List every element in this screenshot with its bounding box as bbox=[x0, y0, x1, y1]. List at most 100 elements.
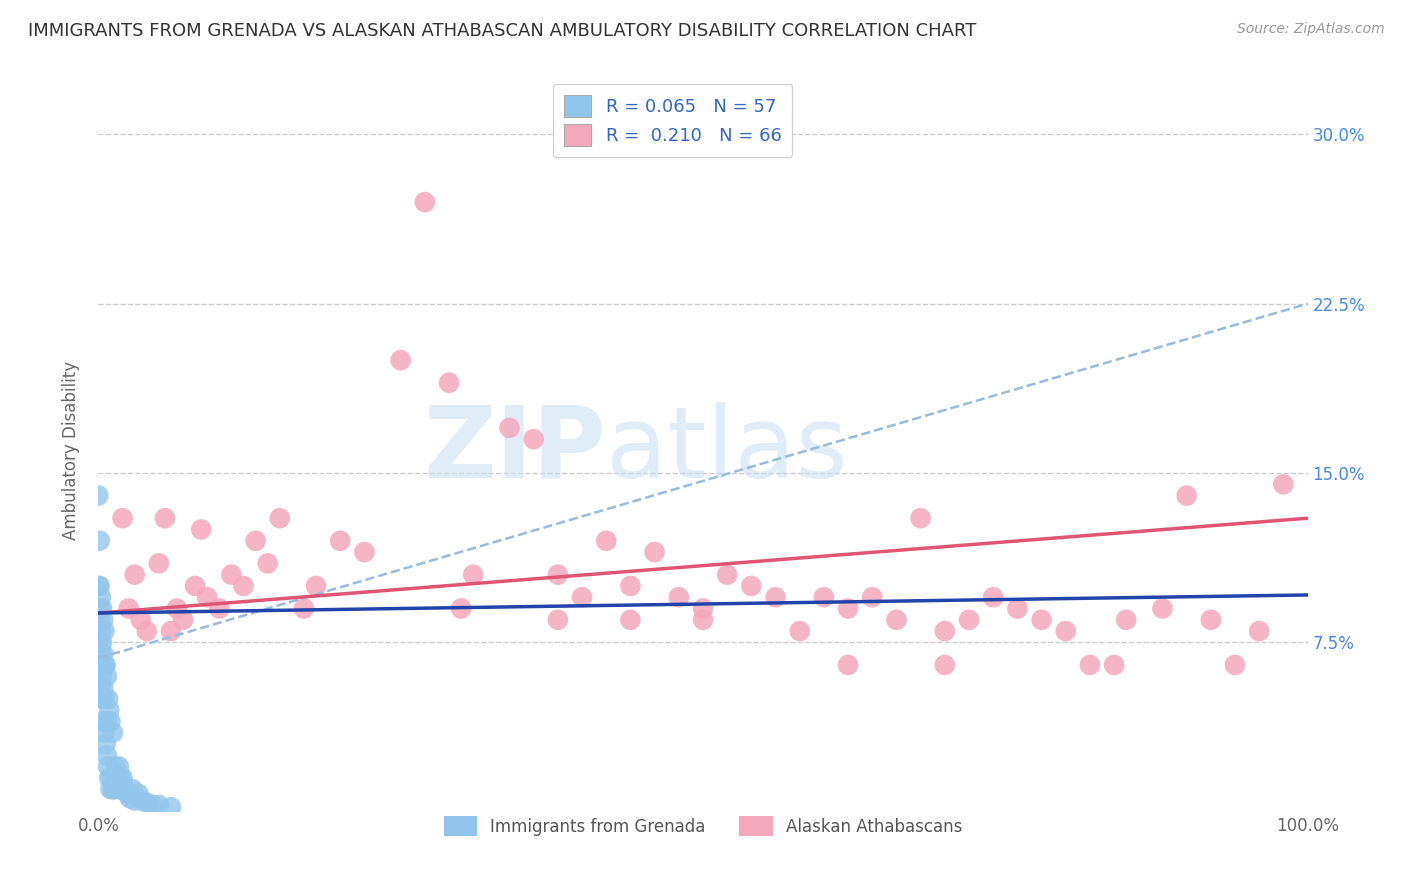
Point bbox=[100, 771, 122, 785]
Point bbox=[87, 489, 110, 503]
Point bbox=[90, 681, 112, 695]
Point bbox=[96, 748, 118, 763]
Point bbox=[121, 782, 143, 797]
Text: ZIP: ZIP bbox=[423, 402, 606, 499]
Point bbox=[98, 703, 121, 717]
Text: Source: ZipAtlas.com: Source: ZipAtlas.com bbox=[1237, 22, 1385, 37]
Point bbox=[101, 725, 124, 739]
Point bbox=[148, 557, 170, 571]
Point bbox=[97, 691, 120, 706]
Text: IMMIGRANTS FROM GRENADA VS ALASKAN ATHABASCAN AMBULATORY DISABILITY CORRELATION : IMMIGRANTS FROM GRENADA VS ALASKAN ATHAB… bbox=[28, 22, 977, 40]
Point bbox=[118, 791, 141, 805]
Point bbox=[1078, 657, 1101, 672]
Point bbox=[91, 691, 114, 706]
Point bbox=[94, 737, 117, 751]
Point bbox=[1115, 613, 1137, 627]
Point bbox=[547, 613, 569, 627]
Point bbox=[124, 567, 146, 582]
Point bbox=[934, 624, 956, 639]
Point bbox=[957, 613, 980, 627]
Point bbox=[100, 782, 122, 797]
Y-axis label: Ambulatory Disability: Ambulatory Disability bbox=[62, 361, 80, 540]
Point bbox=[89, 579, 111, 593]
Point bbox=[91, 714, 114, 729]
Point bbox=[523, 432, 546, 446]
Point bbox=[910, 511, 932, 525]
Point bbox=[389, 353, 412, 368]
Point bbox=[644, 545, 666, 559]
Point bbox=[107, 782, 129, 797]
Point bbox=[97, 759, 120, 773]
Point bbox=[91, 601, 114, 615]
Point bbox=[292, 601, 315, 615]
Point bbox=[104, 759, 127, 773]
Point bbox=[118, 601, 141, 615]
Point bbox=[208, 601, 231, 615]
Point bbox=[184, 579, 207, 593]
Point bbox=[934, 657, 956, 672]
Point bbox=[1175, 489, 1198, 503]
Point bbox=[91, 613, 114, 627]
Point bbox=[437, 376, 460, 390]
Point bbox=[89, 601, 111, 615]
Point bbox=[463, 567, 485, 582]
Point bbox=[413, 195, 436, 210]
Point bbox=[837, 601, 859, 615]
Point bbox=[91, 635, 114, 649]
Point bbox=[837, 657, 859, 672]
Point bbox=[1272, 477, 1295, 491]
Point bbox=[148, 797, 170, 812]
Point bbox=[153, 511, 176, 525]
Point bbox=[89, 613, 111, 627]
Point bbox=[740, 579, 762, 593]
Point bbox=[160, 800, 183, 814]
Point bbox=[692, 601, 714, 615]
Point bbox=[1249, 624, 1271, 639]
Point bbox=[716, 567, 738, 582]
Point bbox=[1223, 657, 1246, 672]
Point bbox=[108, 771, 131, 785]
Point bbox=[90, 657, 112, 672]
Point bbox=[90, 591, 112, 605]
Point bbox=[98, 771, 121, 785]
Point bbox=[87, 635, 110, 649]
Legend: Immigrants from Grenada, Alaskan Athabascans: Immigrants from Grenada, Alaskan Athabas… bbox=[437, 809, 969, 843]
Point bbox=[619, 613, 641, 627]
Point bbox=[547, 567, 569, 582]
Point bbox=[135, 624, 157, 639]
Point bbox=[96, 714, 118, 729]
Point bbox=[124, 793, 146, 807]
Point bbox=[981, 591, 1004, 605]
Point bbox=[195, 591, 218, 605]
Point bbox=[232, 579, 254, 593]
Point bbox=[221, 567, 243, 582]
Point bbox=[96, 669, 118, 683]
Point bbox=[1031, 613, 1053, 627]
Point bbox=[91, 669, 114, 683]
Point bbox=[245, 533, 267, 548]
Point bbox=[166, 601, 188, 615]
Point bbox=[256, 557, 278, 571]
Point bbox=[94, 657, 117, 672]
Point bbox=[305, 579, 328, 593]
Point bbox=[1054, 624, 1077, 639]
Point bbox=[105, 771, 128, 785]
Point bbox=[269, 511, 291, 525]
Point bbox=[111, 771, 134, 785]
Point bbox=[571, 591, 593, 605]
Point bbox=[93, 657, 115, 672]
Point bbox=[668, 591, 690, 605]
Point bbox=[110, 782, 132, 797]
Point bbox=[91, 681, 114, 695]
Point bbox=[103, 782, 125, 797]
Point bbox=[100, 714, 122, 729]
Point bbox=[692, 613, 714, 627]
Point bbox=[595, 533, 617, 548]
Point bbox=[90, 647, 112, 661]
Point bbox=[117, 787, 139, 801]
Point bbox=[131, 793, 153, 807]
Point bbox=[90, 624, 112, 639]
Point bbox=[886, 613, 908, 627]
Point bbox=[93, 624, 115, 639]
Point bbox=[789, 624, 811, 639]
